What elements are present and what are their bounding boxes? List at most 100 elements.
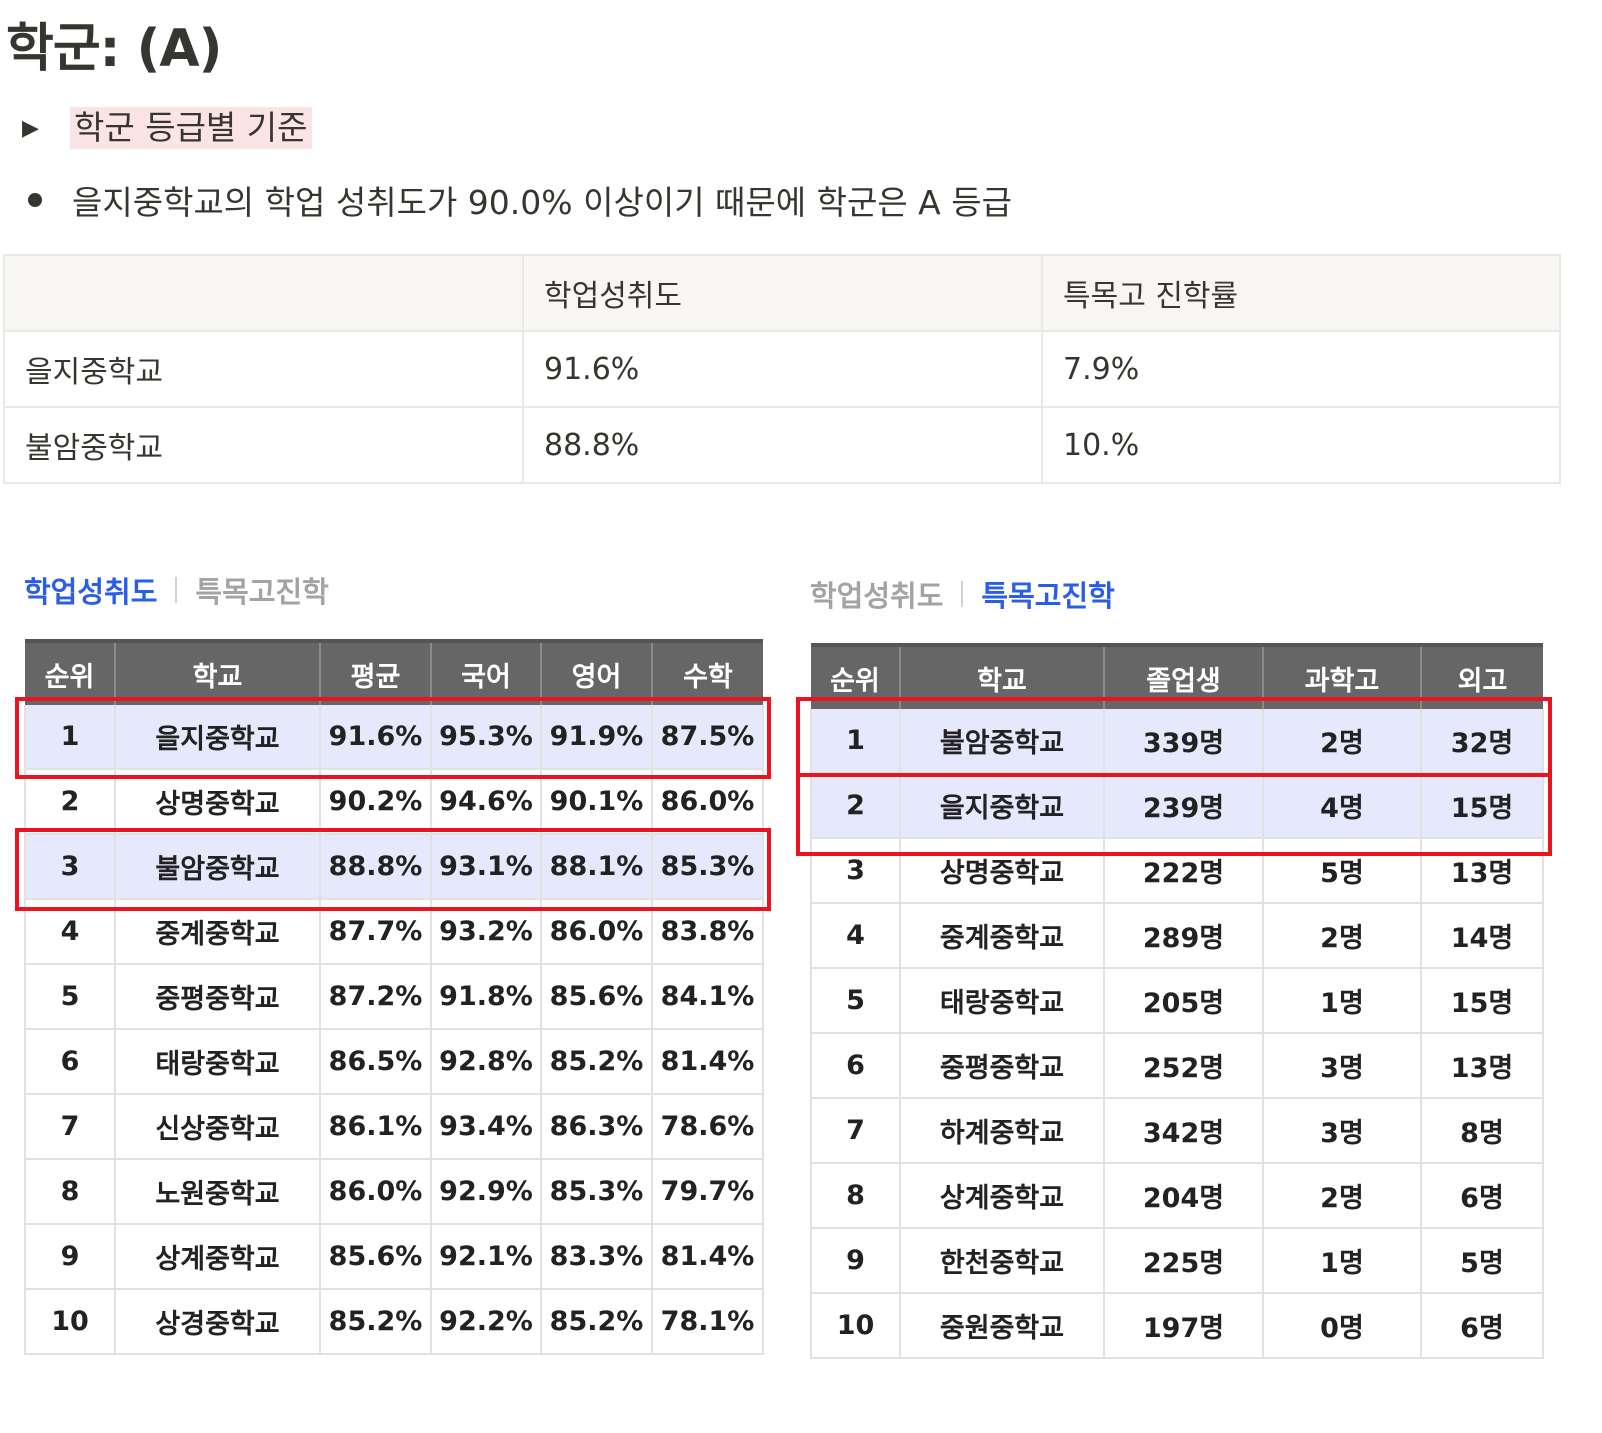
column-header: 수학 xyxy=(652,639,763,705)
value-cell: 87.2% xyxy=(320,964,432,1030)
toggle-label[interactable]: 학군 등급별 기준 xyxy=(70,107,312,149)
rank-cell: 4 xyxy=(810,903,901,969)
special-school-ranking-table: 순위 학교 졸업생 과학고 외고 1 불암중학교 339명 2명 32명 2 을지중학교 239명 4명… xyxy=(810,643,1544,1359)
table-row: 7 하계중학교 342명 3명 8명 xyxy=(810,1098,1544,1164)
value-cell: 339명 xyxy=(1104,709,1264,774)
value-cell: 3명 xyxy=(1263,1033,1422,1099)
table-row: 5 중평중학교 87.2% 91.8% 85.6% 84.1% xyxy=(24,964,764,1030)
value-cell: 92.1% xyxy=(431,1224,542,1290)
value-cell: 91.8% xyxy=(431,964,542,1030)
value-cell: 93.4% xyxy=(431,1094,542,1160)
value-cell: 85.6% xyxy=(541,964,653,1030)
table-header-row: 순위 학교 평균 국어 영어 수학 xyxy=(25,639,763,705)
summary-cell: 을지중학교 xyxy=(3,330,524,408)
summary-header-cell: 특목고 진학률 xyxy=(1041,254,1561,332)
value-cell: 87.5% xyxy=(652,705,764,770)
value-cell: 90.2% xyxy=(320,769,432,835)
school-cell: 을지중학교 xyxy=(900,773,1105,839)
summary-header-cell: 학업성취도 xyxy=(522,254,1043,332)
value-cell: 197명 xyxy=(1104,1293,1264,1359)
column-header: 평균 xyxy=(320,639,432,705)
value-cell: 88.1% xyxy=(541,834,653,900)
value-cell: 85.3% xyxy=(652,834,764,900)
value-cell: 94.6% xyxy=(431,769,542,835)
value-cell: 79.7% xyxy=(652,1159,764,1225)
highlight-box-euljji xyxy=(796,773,1552,856)
table-row: 3 불암중학교 88.8% 93.1% 88.1% 85.3% xyxy=(24,834,764,900)
table-row: 10 상경중학교 85.2% 92.2% 85.2% 78.1% xyxy=(24,1289,764,1355)
table-row: 5 태랑중학교 205명 1명 15명 xyxy=(810,968,1544,1034)
table-row: 8 노원중학교 86.0% 92.9% 85.3% 79.7% xyxy=(24,1159,764,1225)
value-cell: 3명 xyxy=(1263,1098,1422,1164)
table-row: 9 상계중학교 85.6% 92.1% 83.3% 81.4% xyxy=(24,1224,764,1290)
value-cell: 81.4% xyxy=(652,1029,764,1095)
triangle-right-icon[interactable]: ▶ xyxy=(22,115,39,141)
value-cell: 8명 xyxy=(1421,1098,1544,1164)
table-row: 6 중평중학교 252명 3명 13명 xyxy=(810,1033,1544,1099)
value-cell: 83.3% xyxy=(541,1224,653,1290)
school-cell: 중평중학교 xyxy=(115,964,321,1030)
table-row: 10 중원중학교 197명 0명 6명 xyxy=(810,1293,1544,1359)
value-cell: 88.8% xyxy=(320,834,432,900)
tab-special-school[interactable]: 특목고진학 xyxy=(195,575,329,609)
value-cell: 85.6% xyxy=(320,1224,432,1290)
summary-cell: 10.% xyxy=(1041,406,1561,484)
left-tabs: 학업성취도 특목고진학 xyxy=(24,568,329,612)
value-cell: 84.1% xyxy=(652,964,764,1030)
school-cell: 신상중학교 xyxy=(115,1094,321,1160)
highlight-box-euljji xyxy=(15,697,771,779)
tab-achievement[interactable]: 학업성취도 xyxy=(24,575,158,609)
value-cell: 86.0% xyxy=(652,769,764,835)
table-row: 8 상계중학교 204명 2명 6명 xyxy=(810,1163,1544,1229)
value-cell: 2명 xyxy=(1263,1163,1422,1229)
column-header: 순위 xyxy=(25,639,116,705)
value-cell: 92.8% xyxy=(431,1029,542,1095)
table-row: 6 태랑중학교 86.5% 92.8% 85.2% 81.4% xyxy=(24,1029,764,1095)
page-title: 학군: (A) xyxy=(6,19,222,79)
summary-cell: 88.8% xyxy=(522,406,1043,484)
school-cell: 하계중학교 xyxy=(900,1098,1105,1164)
table-row: 9 한천중학교 225명 1명 5명 xyxy=(810,1228,1544,1294)
summary-header-cell xyxy=(3,254,524,332)
summary-cell: 7.9% xyxy=(1041,330,1561,408)
rank-cell: 7 xyxy=(810,1098,901,1164)
value-cell: 78.1% xyxy=(652,1289,764,1355)
rank-cell: 2 xyxy=(24,769,116,835)
value-cell: 85.3% xyxy=(541,1159,653,1225)
value-cell: 5명 xyxy=(1263,838,1422,904)
rank-cell: 10 xyxy=(810,1293,901,1359)
value-cell: 5명 xyxy=(1421,1228,1544,1294)
value-cell: 85.2% xyxy=(541,1289,653,1355)
rank-cell: 6 xyxy=(810,1033,901,1099)
summary-table-row: 불암중학교 88.8% 10.% xyxy=(3,406,1561,484)
value-cell: 91.9% xyxy=(541,705,653,770)
rank-cell: 10 xyxy=(24,1289,116,1355)
value-cell: 239명 xyxy=(1104,773,1264,839)
right-tabs: 학업성취도 특목고진학 xyxy=(810,572,1115,616)
value-cell: 6명 xyxy=(1421,1293,1544,1359)
value-cell: 2명 xyxy=(1263,903,1422,969)
tab-special-school[interactable]: 특목고진학 xyxy=(981,579,1115,613)
table-row: 3 상명중학교 222명 5명 13명 xyxy=(810,838,1544,904)
value-cell: 85.2% xyxy=(541,1029,653,1095)
rank-cell: 9 xyxy=(810,1228,901,1294)
value-cell: 2명 xyxy=(1263,709,1422,774)
school-cell: 중원중학교 xyxy=(900,1293,1105,1359)
value-cell: 6명 xyxy=(1421,1163,1544,1229)
highlight-box-buram xyxy=(15,828,771,911)
summary-table-header: 학업성취도 특목고 진학률 xyxy=(3,254,1561,332)
value-cell: 91.6% xyxy=(320,705,432,770)
bullet-item: 을지중학교의 학업 성취도가 90.0% 이상이기 때문에 학군은 A 등급 xyxy=(22,178,1012,222)
value-cell: 86.3% xyxy=(541,1094,653,1160)
value-cell: 1명 xyxy=(1263,968,1422,1034)
value-cell: 14명 xyxy=(1421,903,1544,969)
grade-criteria-toggle[interactable]: ▶ 학군 등급별 기준 xyxy=(22,106,312,150)
school-cell: 상명중학교 xyxy=(115,769,321,835)
value-cell: 93.1% xyxy=(431,834,542,900)
value-cell: 90.1% xyxy=(541,769,653,835)
value-cell: 1명 xyxy=(1263,1228,1422,1294)
tab-achievement[interactable]: 학업성취도 xyxy=(810,579,944,613)
summary-table: 학업성취도 특목고 진학률 을지중학교 91.6% 7.9% 불암중학교 88.… xyxy=(3,254,1561,484)
value-cell: 32명 xyxy=(1421,709,1544,774)
bullet-text: 을지중학교의 학업 성취도가 90.0% 이상이기 때문에 학군은 A 등급 xyxy=(72,183,1012,222)
